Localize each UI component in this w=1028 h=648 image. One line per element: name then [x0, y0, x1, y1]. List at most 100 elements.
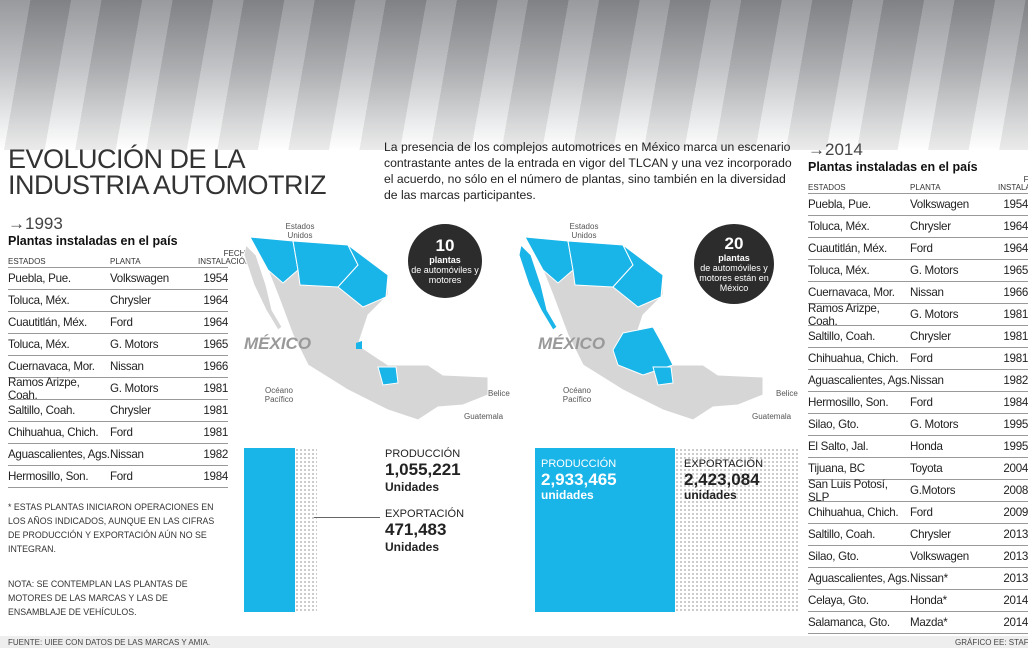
cell: 1995: [1003, 418, 1028, 431]
cell: 2004: [1003, 462, 1028, 475]
cell: Ramos Arizpe, Coah.: [808, 301, 880, 328]
column-header-row: ESTADOS PLANTA FECHA INSTALACIÓN: [808, 176, 1028, 194]
cell: G.Motors: [910, 484, 956, 497]
cell: 2009: [1003, 506, 1028, 519]
table-row: Toluca, Méx. Chrysler 1964: [8, 290, 228, 312]
cell: Volkswagen: [110, 272, 169, 285]
year: →1993: [8, 214, 63, 233]
cell: Ford: [910, 242, 933, 255]
cell: Volkswagen: [910, 550, 969, 563]
cell: 1964: [203, 316, 228, 329]
cell: G. Motors: [910, 418, 959, 431]
header-photo: [0, 0, 1028, 150]
table-row: Ramos Arizpe, Coah. G. Motors 1981: [8, 375, 228, 402]
cell: Silao, Gto.: [808, 550, 859, 563]
cell: 1954: [1003, 198, 1028, 211]
cell: Tijuana, BC: [808, 462, 865, 475]
cell: 1981: [1003, 352, 1028, 365]
stats-1993: PRODUCCIÓN 1,055,221 Unidades EXPORTACIÓ…: [385, 448, 464, 554]
title: EVOLUCIÓN DE LA INDUSTRIA AUTOMOTRIZ: [8, 144, 327, 199]
column-header: ESTADOS: [8, 257, 46, 266]
cell: Hermosillo, Son.: [8, 470, 89, 483]
stat-value: 1,055,221: [385, 460, 461, 479]
stats-2014-production: PRODUCCIÓN 2,933,465 unidades: [541, 458, 617, 502]
cell: 1964: [1003, 242, 1028, 255]
cell: 1964: [203, 294, 228, 307]
subtitle: Plantas instaladas en el país: [8, 234, 178, 248]
title-line: EVOLUCIÓN DE LA: [8, 144, 246, 174]
table-row: Cuautitlán, Méx. Ford 1964: [8, 312, 228, 334]
map-label: Guatemala: [752, 412, 792, 421]
map-baja: [243, 243, 283, 331]
cell: Chihuahua, Chich.: [808, 352, 899, 365]
map-label: Belice: [776, 389, 798, 398]
cell: 2013: [1003, 528, 1028, 541]
bubble-2014: 20 plantas de automóviles y motores está…: [694, 224, 774, 304]
cell: Chrysler: [910, 330, 951, 343]
cell: Aguascalientes, Ags.: [808, 374, 910, 387]
stat-label: EXPORTACIÓN: [385, 508, 465, 520]
map-label: Belice: [488, 389, 510, 398]
cell: Cuautitlán, Méx.: [808, 242, 887, 255]
cell: Chihuahua, Chich.: [8, 426, 99, 439]
cell: 1965: [203, 338, 228, 351]
cell: Aguascalientes, Ags.: [8, 448, 110, 461]
table-row: Chihuahua, Chich. Ford 2009: [808, 502, 1028, 524]
export-block: [675, 448, 800, 612]
cell: Saltillo, Coah.: [808, 330, 876, 343]
table-row: Aguascalientes, Ags. Nissan 1982: [8, 444, 228, 466]
bubble-text: de automóviles y motores están en México: [699, 263, 769, 293]
cell: Ramos Arizpe, Coah.: [8, 375, 80, 402]
table-row: Cuernavaca, Mor. Nissan 1966: [808, 282, 1028, 304]
cell: 1981: [203, 426, 228, 439]
cell: Toluca, Méx.: [808, 264, 870, 277]
cell: Toluca, Méx.: [8, 338, 70, 351]
map-label: Océano Pacífico: [562, 386, 592, 404]
table-row: Toluca, Méx. G. Motors 1965: [808, 260, 1028, 282]
cell: 1954: [203, 272, 228, 285]
map-label: Guatemala: [464, 412, 504, 421]
production-block: [244, 448, 295, 612]
column-header: FECHA INSTALACIÓN: [198, 249, 251, 266]
bubble-number: 10: [435, 236, 455, 255]
cell: G. Motors: [910, 308, 959, 321]
table-row: Tijuana, BC Toyota 2004: [808, 458, 1028, 480]
table-row: Saltillo, Coah. Chrysler 1981: [8, 400, 228, 422]
cell: Nissan*: [910, 572, 948, 585]
cell: Chrysler: [110, 294, 151, 307]
table-row: Ramos Arizpe, Coah. G. Motors 1981: [808, 301, 1028, 328]
cell: 2014: [1003, 594, 1028, 607]
cell: Toyota: [910, 462, 943, 475]
cell: Chrysler: [110, 404, 151, 417]
header-photo-texture: [0, 0, 1028, 150]
table-row: Chihuahua, Chich. Ford 1981: [8, 422, 228, 444]
table-row: Aguascalientes, Ags. Nissan* 2013: [808, 568, 1028, 590]
stat-unit: unidades: [541, 488, 594, 502]
cell: Nissan: [910, 374, 944, 387]
table-2014: →2014 Plantas instaladas en el país ESTADO…: [808, 140, 1028, 634]
cell: Nissan: [110, 448, 144, 461]
map-state: [356, 341, 362, 349]
cell: Cuernavaca, Mor.: [8, 360, 95, 373]
cell: Volkswagen: [910, 198, 969, 211]
cell: Aguascalientes, Ags.: [808, 572, 910, 585]
column-header: FECHA INSTALACIÓN: [998, 175, 1028, 192]
cell: G. Motors: [910, 264, 959, 277]
cell: San Luis Potosí, SLP: [808, 477, 888, 504]
stat-unit: Unidades: [385, 480, 440, 494]
year: →2014: [808, 140, 863, 159]
table-row: Aguascalientes, Ags. Nissan 1982: [808, 370, 1028, 392]
table-row: Cuernavaca, Mor. Nissan 1966: [8, 356, 228, 378]
table-row: Salamanca, Gto. Mazda* 2014: [808, 612, 1028, 634]
cell: El Salto, Jal.: [808, 440, 869, 453]
cell: Honda*: [910, 594, 947, 607]
cell: 1984: [1003, 396, 1028, 409]
cell: G. Motors: [110, 338, 159, 351]
cell: 1982: [1003, 374, 1028, 387]
cell: Nissan: [910, 286, 944, 299]
table-row: El Salto, Jal. Honda 1995: [808, 436, 1028, 458]
cell: 1984: [203, 470, 228, 483]
table-row: Cuautitlán, Méx. Ford 1964: [808, 238, 1028, 260]
map-label: Estados Unidos: [285, 222, 315, 240]
map-label: MÉXICO: [244, 334, 312, 353]
